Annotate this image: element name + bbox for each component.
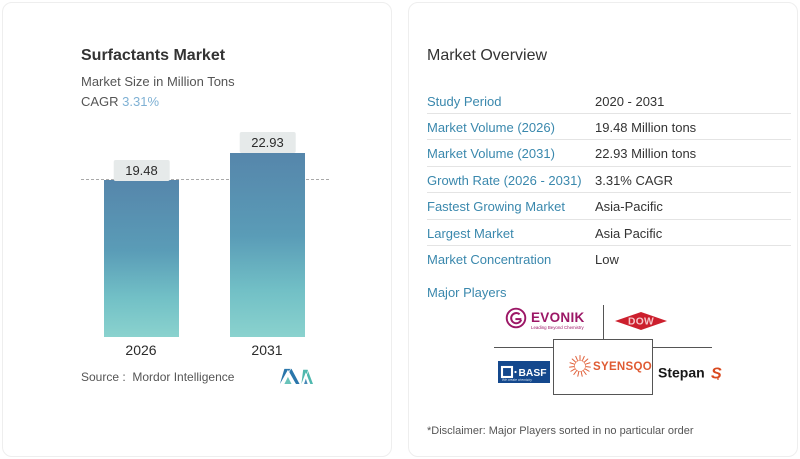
svg-text:S: S (711, 366, 722, 383)
svg-text:Stepan: Stepan (658, 365, 705, 381)
svg-text:EVONIK: EVONIK (531, 310, 585, 325)
svg-text:DOW: DOW (628, 316, 654, 327)
svg-text:Leading Beyond Chemistry: Leading Beyond Chemistry (531, 325, 585, 330)
svg-text:We create chemistry: We create chemistry (502, 378, 532, 382)
svg-text:SYENSQO: SYENSQO (593, 361, 652, 373)
